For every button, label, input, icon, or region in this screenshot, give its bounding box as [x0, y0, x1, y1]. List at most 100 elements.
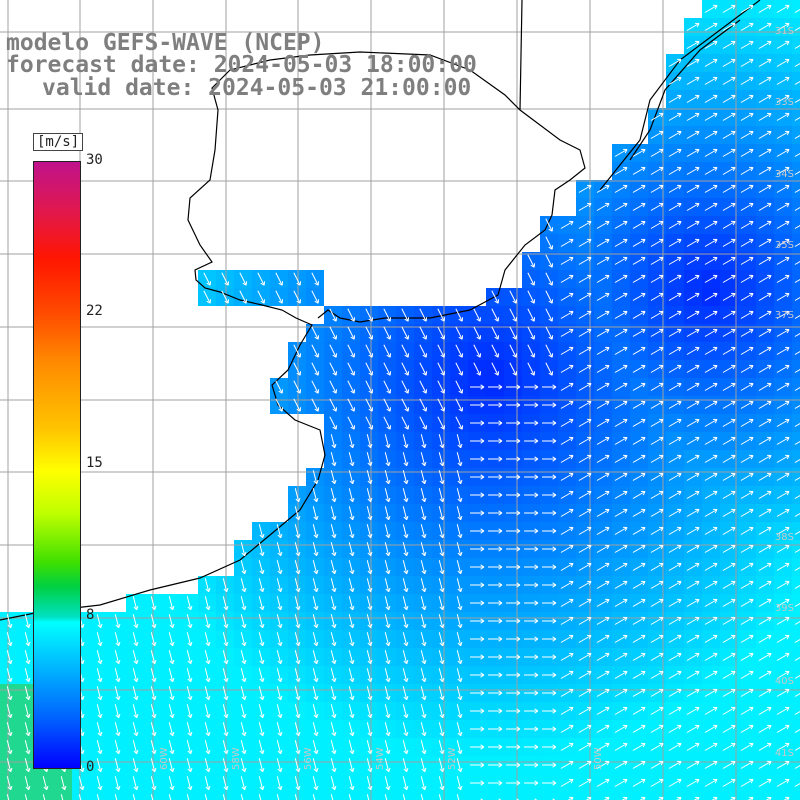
wind-arrow	[722, 437, 736, 445]
wind-arrow	[6, 668, 12, 682]
wind-arrow-head	[498, 656, 503, 660]
wind-arrow-head	[154, 731, 157, 736]
wind-arrow	[776, 293, 790, 301]
wind-arrow-head	[750, 275, 754, 280]
wind-arrow-head	[115, 732, 120, 737]
wind-arrow-head	[480, 512, 485, 516]
wind-arrow-head	[367, 714, 372, 719]
wind-arrow	[794, 368, 800, 373]
wind-arrow-head	[133, 786, 138, 791]
wind-arrow-head	[169, 786, 174, 791]
wind-arrow-head	[660, 527, 664, 532]
wind-arrow	[132, 596, 138, 610]
wind-arrow-head	[732, 401, 736, 406]
wind-arrow-head	[480, 510, 485, 514]
wind-arrow	[276, 794, 280, 800]
wind-arrow-head	[241, 552, 246, 557]
wind-arrow-head	[476, 354, 481, 358]
wind-arrow-head	[367, 660, 372, 665]
wind-cell	[792, 540, 800, 558]
wind-arrow	[758, 545, 772, 553]
wind-arrow	[686, 437, 700, 445]
wind-arrow-head	[696, 437, 700, 442]
wind-arrow	[668, 149, 682, 157]
wind-arrow-head	[367, 534, 372, 539]
wind-arrow-head	[154, 659, 157, 664]
wind-arrow-head	[714, 653, 718, 658]
wind-arrow-head	[570, 329, 574, 334]
lon-label: 60W	[159, 747, 170, 770]
wind-arrow	[650, 419, 664, 427]
wind-arrow-head	[295, 732, 300, 737]
wind-arrow-head	[244, 623, 247, 628]
wind-arrow	[704, 257, 718, 265]
wind-arrow-head	[750, 545, 754, 550]
wind-arrow-head	[642, 599, 646, 604]
wind-arrow-head	[660, 743, 664, 748]
wind-arrow-head	[714, 455, 718, 460]
wind-arrow-head	[480, 384, 485, 388]
wind-arrow-head	[679, 797, 682, 800]
wind-arrow-head	[516, 638, 521, 642]
wind-arrow	[765, 797, 772, 800]
wind-arrow	[614, 329, 628, 337]
wind-arrow	[402, 650, 408, 664]
wind-arrow	[330, 524, 336, 538]
wind-arrow-head	[313, 768, 318, 773]
wind-arrow-head	[154, 713, 157, 718]
wind-arrow-head	[552, 690, 557, 694]
wind-arrow	[96, 740, 102, 754]
wind-arrow	[794, 8, 800, 13]
wind-arrow-head	[516, 492, 521, 496]
wind-arrow	[438, 488, 444, 502]
wind-arrow	[401, 416, 409, 430]
wind-arrow-head	[714, 239, 718, 244]
wind-arrow	[560, 509, 574, 517]
wind-arrow-head	[750, 743, 754, 748]
title-forecast-date: forecast date: 2024-05-03 18:00:00	[6, 52, 477, 78]
wind-arrow	[650, 761, 664, 769]
wind-arrow-head	[606, 671, 610, 676]
wind-arrow-head	[10, 695, 13, 700]
wind-arrow	[668, 275, 682, 283]
wind-arrow-head	[552, 780, 557, 784]
wind-arrow-head	[714, 131, 718, 136]
wind-arrow	[258, 740, 264, 754]
wind-arrow-head	[516, 744, 521, 748]
wind-arrow	[686, 473, 700, 481]
wind-arrow	[722, 779, 736, 787]
wind-arrow-head	[498, 546, 503, 550]
wind-arrow	[348, 506, 354, 520]
wind-arrow-head	[498, 512, 503, 516]
wind-arrow	[578, 779, 592, 787]
wind-arrow-head	[421, 444, 426, 449]
wind-arrow-head	[750, 131, 754, 136]
wind-arrow-head	[298, 551, 301, 556]
wind-arrow-head	[278, 390, 283, 394]
wind-arrow	[348, 434, 354, 448]
wind-arrow	[686, 329, 700, 337]
wind-arrow-head	[334, 497, 337, 502]
wind-arrow-head	[64, 785, 67, 790]
wind-arrow-head	[367, 462, 372, 467]
wind-arrow	[114, 668, 120, 682]
wind-arrow	[527, 326, 535, 340]
wind-arrow-head	[295, 696, 300, 701]
wind-arrow	[402, 632, 408, 646]
wind-arrow	[329, 308, 337, 322]
wind-arrow-head	[334, 443, 337, 448]
wind-arrow	[6, 614, 12, 628]
wind-arrow-head	[151, 750, 156, 755]
wind-arrow-head	[768, 509, 772, 514]
wind-arrow	[596, 527, 610, 535]
wind-arrow-head	[530, 354, 535, 358]
wind-arrow	[783, 797, 790, 800]
wind-arrow	[794, 584, 800, 589]
wind-arrow	[311, 326, 319, 340]
wind-arrow-head	[97, 714, 102, 719]
wind-arrow-head	[714, 149, 718, 154]
wind-arrow-head	[241, 624, 246, 629]
wind-arrow	[668, 131, 682, 139]
wind-arrow-head	[642, 365, 646, 370]
wind-arrow-head	[534, 548, 539, 552]
